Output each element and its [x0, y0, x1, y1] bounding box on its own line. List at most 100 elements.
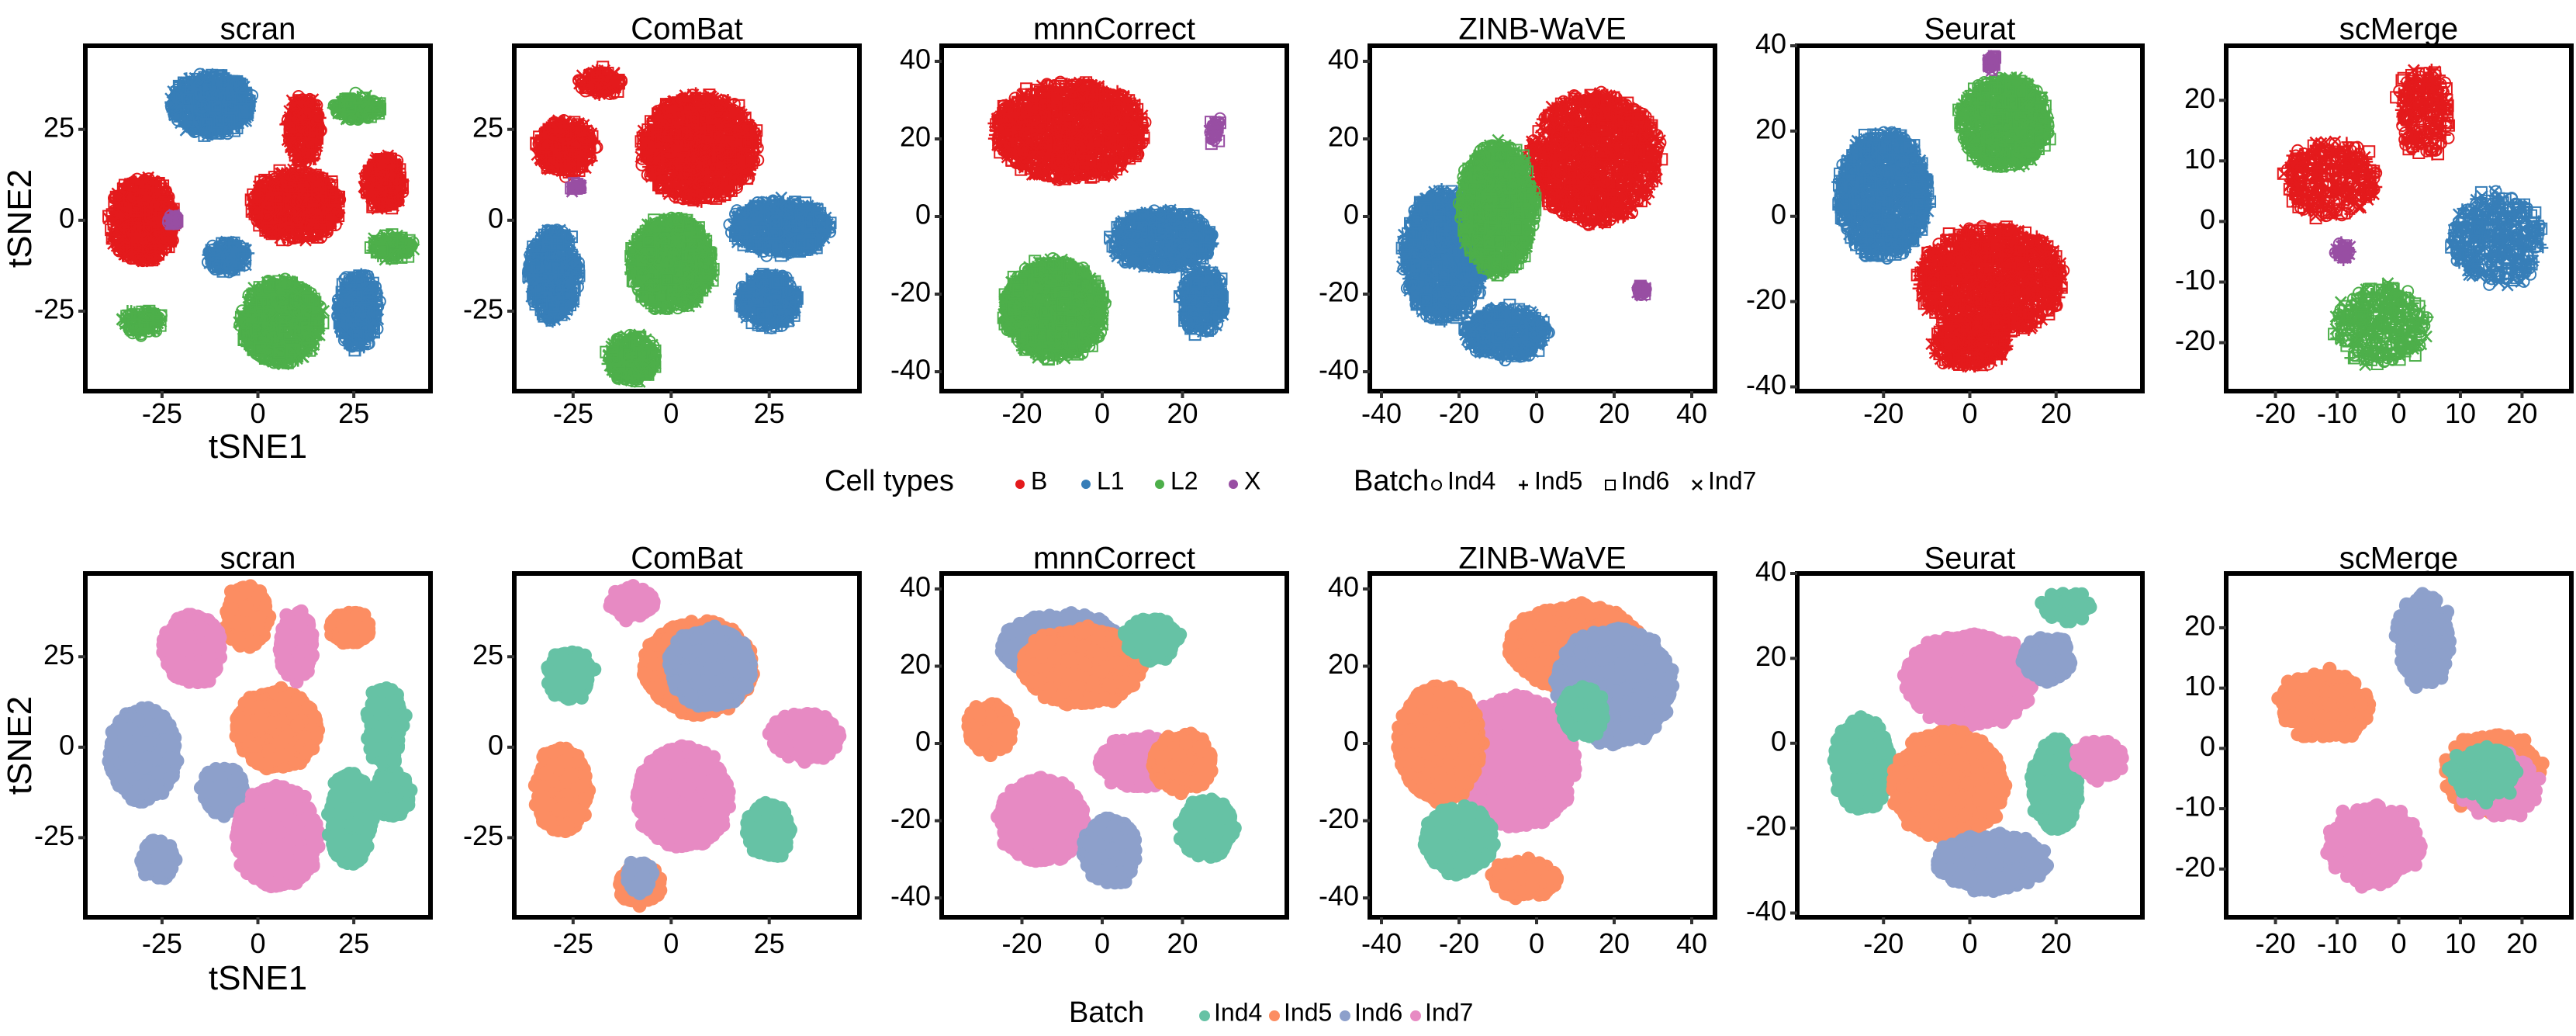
legend-item-x: X	[1229, 466, 1260, 494]
x-tick-label: 20	[2041, 397, 2072, 429]
y-tick-label: 20	[2184, 609, 2215, 641]
x-tick-label: -20	[1439, 927, 1479, 959]
x-tick-label: -25	[553, 927, 593, 959]
cluster-ind4	[1554, 680, 1610, 743]
cluster-b	[358, 149, 410, 215]
cluster-ind5	[323, 605, 376, 650]
x-tick-label: -40	[1361, 397, 1402, 429]
cluster-ind4	[1172, 792, 1242, 864]
cluster-l2	[1952, 71, 2056, 174]
panel-frame	[512, 571, 862, 920]
y-tick-label: -40	[1319, 880, 1359, 912]
x-tick-label: -25	[553, 397, 593, 429]
y-tick-label: 0	[2200, 730, 2215, 762]
y-tick-label: -20	[1319, 276, 1359, 308]
cluster-ind5	[1886, 723, 2013, 848]
y-tick-label: 0	[1771, 725, 1786, 757]
cluster-ind7	[991, 771, 1091, 868]
x-tick-label: 0	[1529, 927, 1544, 959]
x-axis-label: tSNE1	[209, 959, 307, 997]
y-tick-label: -20	[2175, 851, 2215, 882]
cluster-l2	[233, 272, 330, 371]
scatter-points	[987, 75, 1230, 366]
cluster-l1	[1831, 126, 1937, 265]
legend-label: Ind7	[1425, 998, 1473, 1026]
y-tick-label: 40	[1328, 43, 1359, 75]
cluster-ind5	[218, 579, 277, 654]
cluster-b	[2390, 63, 2455, 161]
cluster-ind7	[1897, 627, 2042, 734]
panel-title: ComBat	[631, 542, 743, 576]
cross-shape-icon	[1692, 480, 1703, 490]
legend-item-ind5: Ind5	[1519, 466, 1582, 494]
cluster-ind5	[527, 741, 596, 839]
y-tick-label: 25	[472, 111, 503, 143]
cluster-x	[1631, 279, 1652, 302]
y-tick-label: 40	[1755, 28, 1786, 60]
cluster-b	[279, 90, 327, 168]
cluster-b	[530, 114, 603, 183]
cluster-b	[987, 75, 1152, 186]
y-axis-label: tSNE2	[1, 169, 39, 268]
panel-top-combat: ComBat -25 0 25 -25 0 25	[463, 12, 862, 429]
legend-item-ind7: Ind7	[1410, 998, 1473, 1026]
scatter-points	[2271, 587, 2550, 894]
x-tick-label: 20	[2506, 397, 2537, 429]
legend-title-cell-types: Cell types	[825, 465, 954, 497]
cluster-b	[1925, 314, 2014, 373]
legend-dot	[1015, 480, 1025, 489]
y-tick-label: 0	[488, 729, 503, 761]
x-tick-label: 0	[1962, 397, 1977, 429]
panel-bottom-zinb-wave: ZINB-WaVE -40 -20 0 20 40 -40 -20 0 20 40	[1319, 542, 1717, 959]
legend-label: Ind5	[1284, 998, 1332, 1026]
y-tick-label: -20	[890, 276, 931, 308]
cluster-ind4	[2024, 732, 2085, 837]
panel-title: ZINB-WaVE	[1458, 542, 1626, 576]
x-tick-label: 0	[250, 397, 265, 429]
y-tick-label: -40	[1746, 369, 1786, 400]
cluster-l1	[521, 223, 586, 328]
scatter-points	[102, 579, 418, 894]
y-tick-label: 25	[43, 639, 74, 670]
y-tick-label: 20	[1328, 121, 1359, 153]
cluster-b	[244, 162, 347, 247]
x-tick-label: -20	[1863, 397, 1903, 429]
legend-dot	[1340, 1010, 1350, 1021]
legend-dot	[1410, 1010, 1421, 1021]
cluster-ind4	[739, 795, 797, 863]
x-tick-label: -20	[2256, 397, 2296, 429]
legend-item-ind6: Ind6	[1340, 998, 1402, 1026]
cluster-ind7	[156, 608, 228, 690]
legend-dot	[1155, 480, 1164, 489]
x-tick-label: 10	[2445, 397, 2476, 429]
cluster-x	[565, 176, 587, 198]
x-tick-label: -10	[2317, 927, 2357, 959]
y-tick-label: 0	[915, 199, 931, 230]
scatter-points	[2277, 63, 2549, 372]
panel-title: scMerge	[2339, 542, 2458, 576]
legend-label: Ind4	[1447, 466, 1495, 494]
legend-item-l2: L2	[1155, 466, 1198, 494]
cluster-ind6	[2015, 631, 2078, 689]
cluster-l1	[2445, 185, 2549, 292]
x-tick-label: 0	[1094, 397, 1110, 429]
legend-label: Ind6	[1354, 998, 1402, 1026]
legend-label: Ind6	[1621, 466, 1669, 494]
cluster-x	[1982, 50, 2002, 77]
panel-title: mnnCorrect	[1033, 542, 1195, 576]
cluster-ind5	[1146, 726, 1219, 801]
x-tick-label: 20	[1599, 927, 1630, 959]
cluster-ind4	[368, 764, 418, 823]
y-tick-label: 0	[915, 726, 931, 757]
scatter-points	[102, 68, 420, 371]
legend-label: L2	[1170, 466, 1198, 494]
cluster-ind6	[1931, 826, 2055, 899]
x-tick-label: -40	[1361, 927, 1402, 959]
cluster-ind5	[2271, 661, 2377, 744]
cluster-ind7	[2320, 798, 2428, 894]
legend-item-ind6: Ind6	[1605, 466, 1669, 494]
cluster-l2	[624, 211, 720, 316]
x-tick-label: 25	[338, 927, 369, 959]
legend-title-batch: Batch	[1354, 465, 1429, 497]
cluster-ind5	[1485, 851, 1565, 906]
